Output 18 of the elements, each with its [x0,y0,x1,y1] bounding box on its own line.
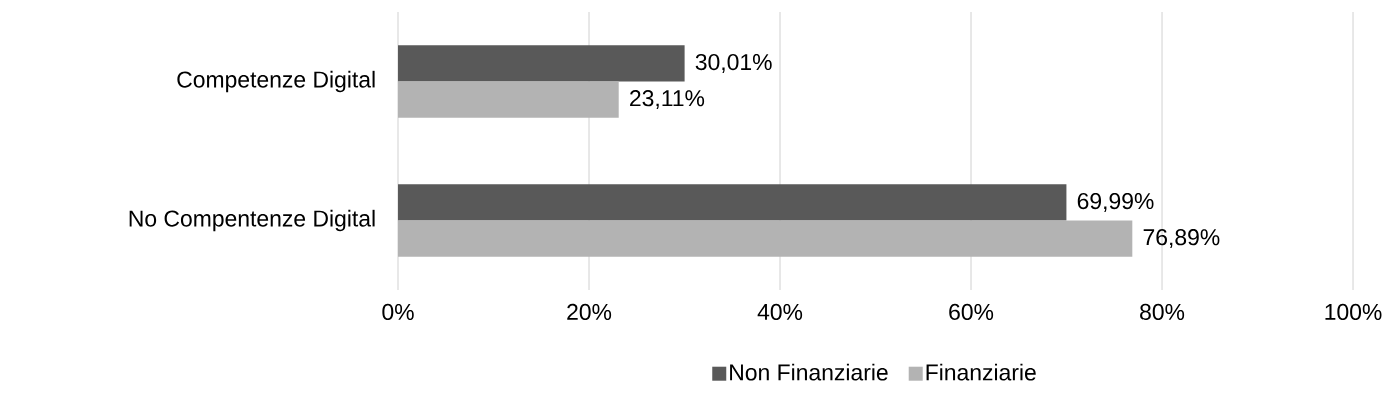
x-tick-label: 100% [1325,303,1382,321]
data-label: 30,01% [695,53,772,73]
y-tick-label: No Compentenze Digital [129,209,375,232]
data-label: 69,99% [1077,192,1154,212]
x-tick-label: 40% [757,303,803,321]
bar [398,220,1133,257]
y-tick-label: Competenze Digital [177,70,375,93]
data-label: 76,89% [1143,229,1220,249]
legend-label: Non Finanziarie [730,363,888,381]
x-tick-label: 80% [1140,303,1185,321]
data-label: 23,11% [630,90,705,110]
x-tick-label: 60% [949,303,994,321]
bar [398,45,685,82]
bar [398,81,619,118]
x-tick-label: 20% [567,303,612,321]
legend-label: Finanziarie [926,363,1036,381]
x-tick-label: 0% [382,303,414,321]
bar [398,184,1067,221]
